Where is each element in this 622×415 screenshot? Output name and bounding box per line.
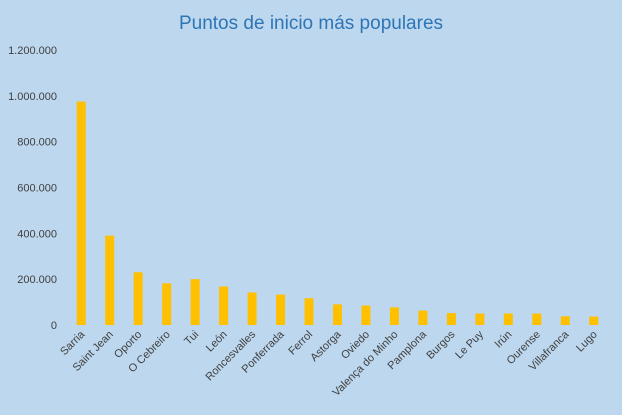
x-tick-label: Le Puy (453, 328, 486, 361)
y-tick-label: 400.000 (17, 228, 57, 240)
x-tick-label: León (204, 329, 230, 355)
x-tick-label: Astorga (308, 328, 344, 364)
bar (162, 283, 172, 325)
bar (446, 313, 456, 325)
bar (105, 235, 115, 325)
x-tick-label: Irún (493, 329, 515, 351)
y-tick-label: 1.200.000 (8, 45, 57, 57)
bars (76, 101, 599, 325)
x-tick-label: Tui (182, 329, 201, 348)
bar (361, 305, 371, 325)
x-tick-label: Burgos (424, 328, 457, 361)
bar (560, 316, 570, 325)
bar (589, 316, 599, 325)
y-tick-label: 600.000 (17, 183, 57, 195)
bar (503, 313, 513, 325)
bar (133, 272, 143, 325)
bar (475, 313, 485, 325)
bar (276, 294, 286, 325)
bar (333, 304, 342, 325)
bar (247, 292, 257, 325)
y-tick-label: 0 (51, 320, 57, 332)
x-tick-label: Lugo (574, 329, 600, 355)
chart-title: Puntos de inicio más populares (179, 13, 443, 34)
y-tick-label: 1.000.000 (8, 91, 57, 103)
bar (76, 101, 86, 325)
y-tick-label: 800.000 (17, 137, 57, 149)
y-tick-label: 200.000 (17, 274, 57, 286)
bar (219, 286, 229, 325)
bar (418, 310, 428, 325)
bar (190, 279, 200, 325)
bar (304, 298, 314, 325)
bar (389, 307, 399, 325)
y-axis: 0 200.000 400.000 600.000 800.000 1.000.000 1.… (8, 45, 57, 332)
bar (532, 313, 542, 325)
